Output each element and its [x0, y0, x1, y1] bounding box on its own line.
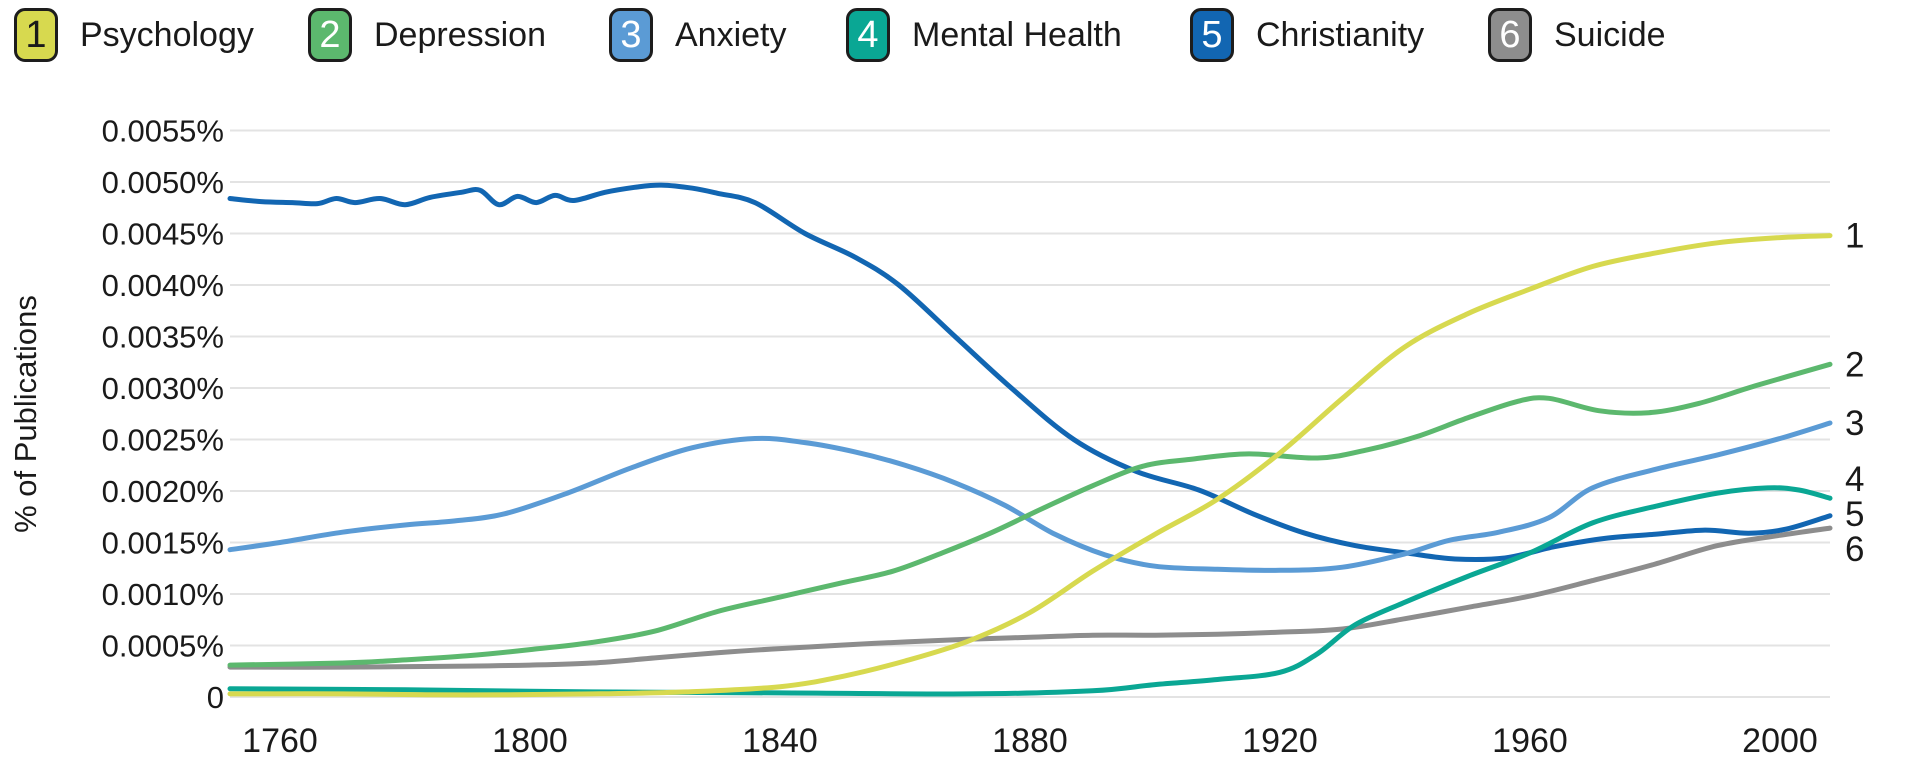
x-tick-label: 1920 — [1242, 722, 1318, 760]
legend-item-psychology: 1 Psychology — [14, 8, 254, 62]
series-end-label-christianity: 5 — [1845, 495, 1864, 534]
x-tick-label: 1880 — [992, 722, 1068, 760]
y-tick-label: 0.0055% — [102, 114, 224, 149]
legend-item-depression: 2 Depression — [308, 8, 546, 62]
series-end-label-mental-health: 4 — [1845, 460, 1864, 499]
x-tick-label: 1960 — [1492, 722, 1568, 760]
y-tick-label: 0.0005% — [102, 629, 224, 664]
legend-badge-6: 6 — [1488, 8, 1532, 62]
series-line-psychology — [227, 233, 1833, 698]
series-line-depression — [227, 361, 1833, 668]
legend-badge-1: 1 — [14, 8, 58, 62]
x-tick-label: 1840 — [742, 722, 818, 760]
x-tick-label: 2000 — [1742, 722, 1818, 760]
legend-label-christianity: Christianity — [1256, 15, 1425, 54]
series-line-suicide — [227, 525, 1833, 670]
y-tick-label: 0.0050% — [102, 165, 224, 200]
series-end-label-suicide: 6 — [1845, 530, 1864, 569]
legend-item-mental-health: 4 Mental Health — [846, 8, 1122, 62]
series-end-label-depression: 2 — [1845, 345, 1864, 384]
series-end-label-anxiety: 3 — [1845, 404, 1864, 443]
legend-badge-2: 2 — [308, 8, 352, 62]
series-line-christianity — [227, 182, 1833, 563]
x-tick-label: 1800 — [492, 722, 568, 760]
legend-label-psychology: Psychology — [80, 15, 254, 54]
legend-item-suicide: 6 Suicide — [1488, 8, 1666, 62]
y-tick-label: 0 — [207, 680, 224, 715]
y-tick-label: 0.0010% — [102, 577, 224, 612]
legend-badge-5: 5 — [1190, 8, 1234, 62]
legend-label-anxiety: Anxiety — [675, 15, 787, 54]
y-tick-label: 0.0015% — [102, 526, 224, 561]
series-end-label-psychology: 1 — [1845, 217, 1864, 256]
legend: 1 Psychology 2 Depression 3 Anxiety 4 Me… — [0, 0, 1920, 72]
y-tick-label: 0.0020% — [102, 474, 224, 509]
legend-label-suicide: Suicide — [1554, 15, 1666, 54]
legend-item-christianity: 5 Christianity — [1190, 8, 1424, 62]
legend-item-anxiety: 3 Anxiety — [609, 8, 787, 62]
y-tick-label: 0.0025% — [102, 423, 224, 458]
y-tick-label: 0.0030% — [102, 371, 224, 406]
y-tick-label: 0.0040% — [102, 268, 224, 303]
series-line-anxiety — [227, 420, 1833, 573]
y-axis-title: % of Publications — [8, 295, 43, 533]
legend-label-mental-health: Mental Health — [912, 15, 1122, 54]
legend-badge-4: 4 — [846, 8, 890, 62]
y-tick-label: 0.0045% — [102, 217, 224, 252]
y-tick-label: 0.0035% — [102, 320, 224, 355]
legend-badge-3: 3 — [609, 8, 653, 62]
legend-label-depression: Depression — [374, 15, 546, 54]
x-tick-label: 1760 — [242, 722, 318, 760]
